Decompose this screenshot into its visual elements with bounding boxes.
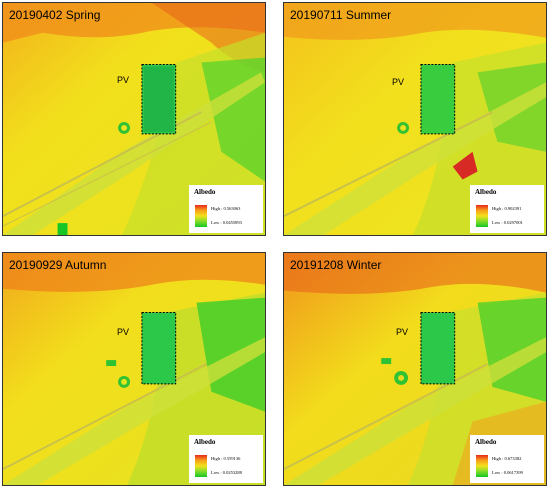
panel-title: 20190402 Spring — [9, 8, 101, 22]
panel-title: 20191208 Winter — [290, 258, 382, 272]
legend-low-value: 0.0253288 — [222, 470, 242, 475]
legend-high: High : 0.673382 — [492, 456, 522, 461]
map-panel-autumn: 20190929 Autumn PV Albedo High : 0.55913… — [2, 252, 266, 486]
legend-high: High : 0.559136 — [211, 456, 241, 461]
legend-low-label: Low — [492, 220, 501, 225]
panel-title: 20190711 Summer — [290, 8, 392, 22]
legend-high-value: 0.559136 — [223, 456, 241, 461]
legend-high-value: 0.563063 — [223, 206, 241, 211]
legend-high-label: High — [492, 206, 501, 211]
panel-title: 20190929 Autumn — [9, 258, 107, 272]
legend-color-ramp — [195, 455, 207, 477]
legend: Albedo High : 0.559136 Low : 0.0253288 — [189, 435, 263, 483]
legend-color-ramp — [195, 205, 207, 227]
legend-high-value: 0.673382 — [504, 456, 522, 461]
legend-low-value: 0.0455893 — [222, 220, 242, 225]
legend-low: Low : 0.0297001 — [492, 220, 523, 225]
pv-label: PV — [396, 327, 409, 337]
pv-label: PV — [392, 77, 405, 87]
legend-low-label: Low — [492, 470, 501, 475]
map-panel-spring: 20190402 Spring PV Albedo High : 0.56306… — [2, 2, 266, 236]
legend-color-ramp — [476, 455, 488, 477]
legend-low: Low : 0.0455893 — [211, 220, 242, 225]
legend-low: Low : 0.0617399 — [492, 470, 523, 475]
legend-high-label: High — [211, 456, 220, 461]
legend: Albedo High : 0.673382 Low : 0.0617399 — [470, 435, 544, 483]
legend-title: Albedo — [475, 438, 497, 446]
legend-high: High : 0.563063 — [211, 206, 241, 211]
legend-low-label: Low — [211, 220, 220, 225]
legend-low-value: 0.0617399 — [503, 470, 523, 475]
legend-low-label: Low — [211, 470, 220, 475]
legend-low: Low : 0.0253288 — [211, 470, 242, 475]
legend-title: Albedo — [194, 438, 216, 446]
legend-high: High : 0.902391 — [492, 206, 522, 211]
legend-color-ramp — [476, 205, 488, 227]
map-panel-winter: 20191208 Winter PV Albedo High : 0.67338… — [283, 252, 547, 486]
legend-low-value: 0.0297001 — [503, 220, 523, 225]
legend: Albedo High : 0.902391 Low : 0.0297001 — [470, 185, 544, 233]
pv-label: PV — [117, 327, 130, 337]
pv-label: PV — [117, 75, 130, 85]
legend-title: Albedo — [475, 188, 497, 196]
albedo-map-spring — [3, 3, 265, 235]
map-panel-summer: 20190711 Summer PV Albedo High : 0.90239… — [283, 2, 547, 236]
legend-high-label: High — [492, 456, 501, 461]
legend-title: Albedo — [194, 188, 216, 196]
legend-high-label: High — [211, 206, 220, 211]
legend: Albedo High : 0.563063 Low : 0.0455893 — [189, 185, 263, 233]
legend-high-value: 0.902391 — [504, 206, 522, 211]
